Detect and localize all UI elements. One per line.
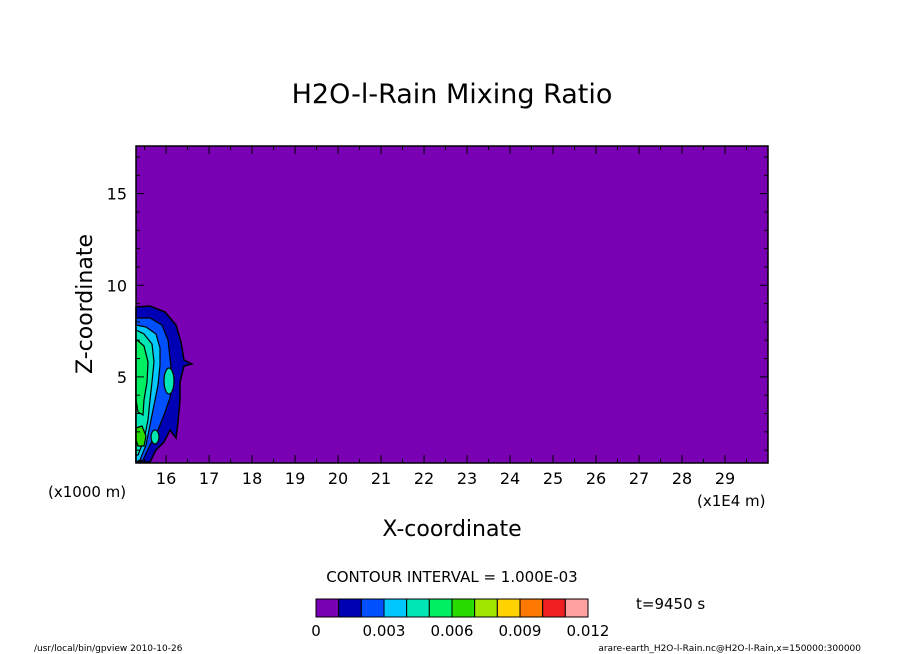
colorbar-tick-label: 0.009 xyxy=(499,622,542,640)
x-tick-label: 22 xyxy=(414,469,434,488)
x-tick-label: 27 xyxy=(629,469,649,488)
x-unit-right: (x1E4 m) xyxy=(697,492,766,510)
x-axis-title: X-coordinate xyxy=(382,517,521,542)
colorbar-swatch xyxy=(564,598,589,618)
x-tick-label: 24 xyxy=(500,469,520,488)
y-axis-title: Z-coordinate xyxy=(73,234,98,374)
plot-background xyxy=(136,146,768,463)
x-tick-label: 26 xyxy=(586,469,606,488)
chart-title: H2O-l-Rain Mixing Ratio xyxy=(292,79,613,110)
rain-contours xyxy=(135,305,195,463)
colorbar-swatch xyxy=(383,598,408,618)
colorbar-labels: 0 0.003 0.006 0.009 0.012 xyxy=(311,622,609,640)
colorbar-swatch xyxy=(338,598,362,618)
y-tick-label: 10 xyxy=(107,276,127,295)
colorbar-swatch xyxy=(496,598,521,618)
colorbar-swatch xyxy=(519,598,544,618)
x-tick-label: 29 xyxy=(715,469,735,488)
x-unit-left: (x1000 m) xyxy=(48,483,126,501)
contour-cell-2 xyxy=(150,429,160,445)
x-tick-label: 19 xyxy=(285,469,305,488)
x-tick-label: 28 xyxy=(672,469,692,488)
contour-interval-label: CONTOUR INTERVAL = 1.000E-03 xyxy=(326,568,577,586)
footer-left: /usr/local/bin/gpview 2010-10-26 xyxy=(34,644,183,654)
colorbar-swatch xyxy=(406,598,430,618)
x-tick-label: 25 xyxy=(543,469,563,488)
footer-right: arare-earth_H2O-l-Rain.nc@H2O-l-Rain,x=1… xyxy=(598,644,861,654)
colorbar-tick-label: 0.003 xyxy=(363,622,406,640)
y-tick-label: 5 xyxy=(117,368,127,387)
colorbar-swatch xyxy=(451,598,476,618)
colorbar-tick-label: 0.012 xyxy=(567,622,610,640)
colorbar xyxy=(315,598,589,618)
colorbar-swatch xyxy=(360,598,385,618)
colorbar-tick-label: 0 xyxy=(311,622,321,640)
x-tick-label: 18 xyxy=(242,469,262,488)
y-axis-ticks: 5 10 15 xyxy=(107,156,768,451)
colorbar-swatch xyxy=(315,598,340,618)
plot-area: 16 17 18 19 20 21 22 23 24 25 26 27 28 29 5 10 15 xyxy=(107,145,769,488)
contour-cell-1 xyxy=(163,367,175,395)
x-tick-label: 23 xyxy=(457,469,477,488)
x-tick-label: 16 xyxy=(156,469,176,488)
x-tick-label: 21 xyxy=(371,469,391,488)
colorbar-swatch xyxy=(428,598,453,618)
colorbar-tick-label: 0.006 xyxy=(431,622,474,640)
colorbar-swatch xyxy=(474,598,498,618)
x-axis-ticks: 16 17 18 19 20 21 22 23 24 25 26 27 28 29 xyxy=(144,146,748,488)
x-tick-label: 17 xyxy=(199,469,219,488)
time-label: t=9450 s xyxy=(636,595,705,613)
y-tick-label: 15 xyxy=(107,185,127,204)
colorbar-swatch xyxy=(542,598,566,618)
plot-frame xyxy=(135,145,769,464)
x-tick-label: 20 xyxy=(328,469,348,488)
